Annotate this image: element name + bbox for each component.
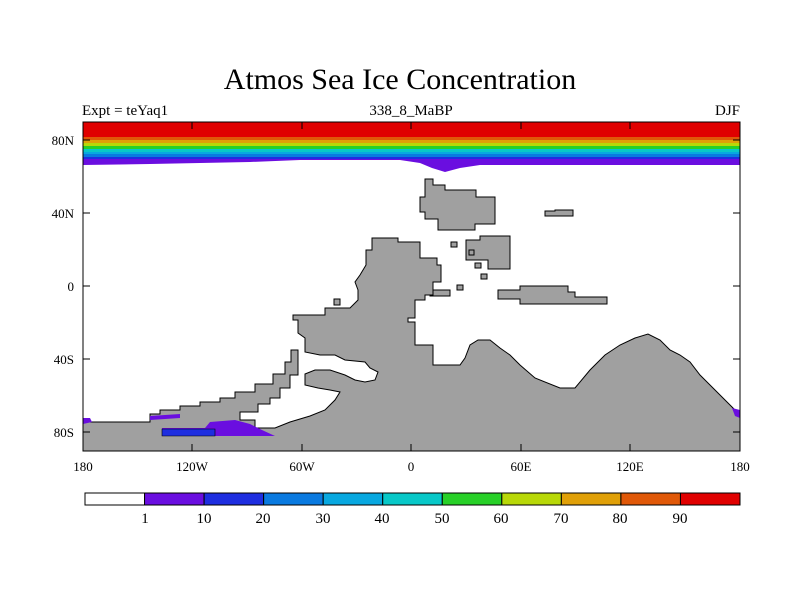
colorbar-box — [382, 492, 443, 506]
colorbar-box — [144, 492, 205, 506]
antarctic-ice — [83, 408, 740, 437]
colorbar-label: 10 — [197, 511, 212, 527]
land-east-island — [544, 209, 574, 217]
land-islet-3 — [480, 273, 488, 280]
ice-patch-west — [83, 418, 92, 424]
land-western-continent — [83, 237, 740, 451]
colorbar-label: 30 — [316, 511, 331, 527]
ice-band-1 — [83, 159, 740, 172]
ice-patch-east — [732, 408, 740, 418]
colorbar-label: 1 — [141, 511, 149, 527]
colorbar-box — [84, 492, 146, 506]
ice-band-10 — [83, 157, 740, 159]
experiment-label: Expt = teYaq1 — [82, 103, 169, 119]
lon-label: 60W — [289, 459, 315, 474]
lat-label: 80S — [54, 425, 74, 440]
colorbar-box — [560, 492, 622, 506]
colorbar-box — [501, 492, 562, 506]
ice-band-80 — [83, 137, 740, 140]
lat-label: 40N — [52, 206, 75, 221]
colorbar-label: 80 — [613, 511, 628, 527]
ice-band-40 — [83, 149, 740, 152]
lon-label: 180 — [730, 459, 750, 474]
land-islet-4 — [468, 249, 475, 256]
lat-label: 80N — [52, 133, 75, 148]
colorbar-box — [203, 492, 265, 506]
land-east-asia — [465, 235, 511, 270]
land-islet-5 — [456, 284, 464, 291]
lon-label: 120W — [176, 459, 209, 474]
ice-band-30 — [83, 152, 740, 154]
colorbar-box — [620, 492, 681, 506]
ice-patch-small — [150, 414, 180, 420]
land-eurasia — [419, 178, 496, 231]
land-masses — [83, 178, 740, 451]
season-label: DJF — [714, 103, 740, 119]
arctic-ice-bands — [83, 122, 740, 172]
colorbar-label: 90 — [673, 511, 688, 527]
ice-band-50 — [83, 146, 740, 149]
lon-label: 120E — [616, 459, 644, 474]
colorbar-label: 20 — [256, 511, 271, 527]
colorbar — [84, 492, 741, 506]
lon-label: 60E — [511, 459, 532, 474]
land-eastern-strip — [497, 285, 608, 305]
lat-label: 40S — [54, 352, 74, 367]
ice-band-70 — [83, 140, 740, 143]
land-islet-2 — [474, 262, 482, 269]
lat-label: 0 — [68, 279, 75, 294]
colorbar-label: 50 — [435, 511, 450, 527]
colorbar-box — [679, 492, 741, 506]
ice-band-20 — [83, 154, 740, 157]
ice-band-90 — [83, 122, 740, 137]
colorbar-box — [441, 492, 503, 506]
latitude-labels: 80N 40N 0 40S 80S — [52, 133, 75, 440]
colorbar-label: 40 — [375, 511, 390, 527]
period-label: 338_8_MaBP — [369, 103, 453, 119]
colorbar-box — [322, 492, 384, 506]
land-islet-6 — [333, 298, 341, 306]
map-title: Atmos Sea Ice Concentration — [223, 63, 577, 96]
lon-label: 0 — [408, 459, 415, 474]
longitude-labels: 180 120W 60W 0 60E 120E 180 — [73, 459, 750, 474]
ice-patch-10 — [161, 428, 216, 437]
colorbar-label: 60 — [494, 511, 509, 527]
colorbar-label: 70 — [554, 511, 569, 527]
land-islet-1 — [450, 241, 458, 248]
colorbar-labels: 1 10 20 30 40 50 60 70 80 90 — [141, 511, 687, 527]
tick-marks — [83, 122, 740, 451]
colorbar-box — [263, 492, 324, 506]
lon-label: 180 — [73, 459, 93, 474]
ice-band-60 — [83, 143, 740, 146]
